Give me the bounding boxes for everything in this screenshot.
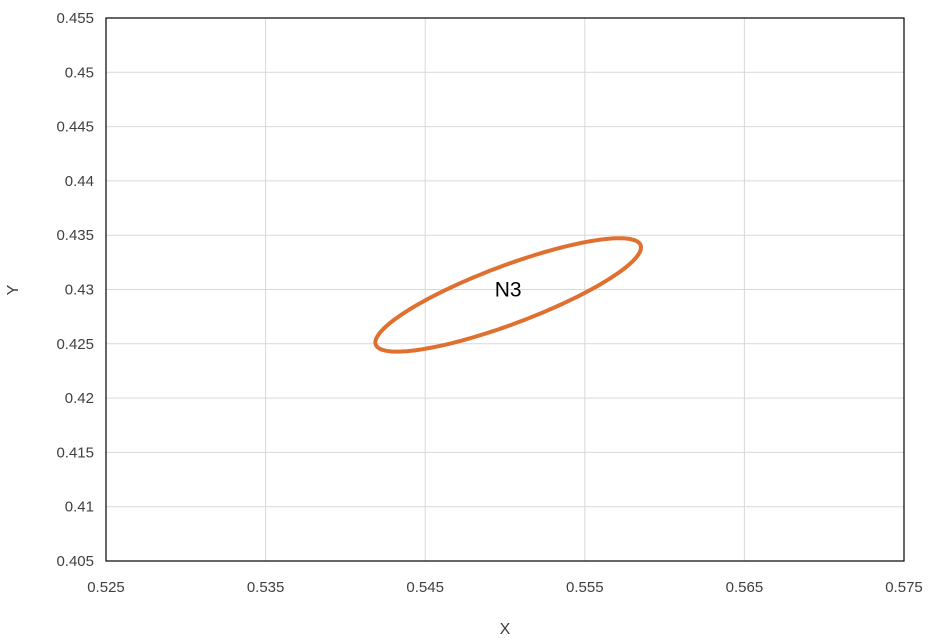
y-tick-label: 0.455 (56, 10, 94, 27)
x-tick-label: 0.565 (726, 579, 764, 596)
x-tick-label: 0.555 (566, 579, 604, 596)
x-tick-labels: 0.525 0.535 0.545 0.555 0.565 0.575 (87, 579, 923, 596)
plot-frame (105, 17, 905, 562)
x-tick-label: 0.525 (87, 579, 125, 596)
series-ellipse (373, 236, 644, 354)
plot-area-border (105, 17, 905, 562)
x-tick-label: 0.545 (406, 579, 444, 596)
x-axis-label: X (500, 621, 511, 638)
y-tick-labels: 0.405 0.41 0.415 0.42 0.425 0.43 0.435 0.44 0.44… (56, 10, 94, 570)
y-tick-label: 0.435 (56, 227, 94, 244)
y-tick-label: 0.42 (65, 390, 94, 407)
x-tick-label: 0.535 (247, 579, 285, 596)
x-tick-label: 0.575 (885, 579, 923, 596)
y-tick-label: 0.445 (56, 119, 94, 136)
series-layer (373, 236, 644, 354)
y-tick-label: 0.45 (65, 64, 94, 81)
grid (106, 18, 904, 561)
y-tick-label: 0.41 (65, 499, 94, 516)
y-tick-label: 0.415 (56, 444, 94, 461)
annotation-label: N3 (495, 279, 522, 302)
y-tick-label: 0.405 (56, 553, 94, 570)
y-tick-label: 0.425 (56, 336, 94, 353)
y-axis-label: Y (5, 284, 22, 295)
annotations: N3 (495, 279, 522, 302)
y-tick-label: 0.44 (65, 173, 94, 190)
y-tick-label: 0.43 (65, 282, 94, 299)
